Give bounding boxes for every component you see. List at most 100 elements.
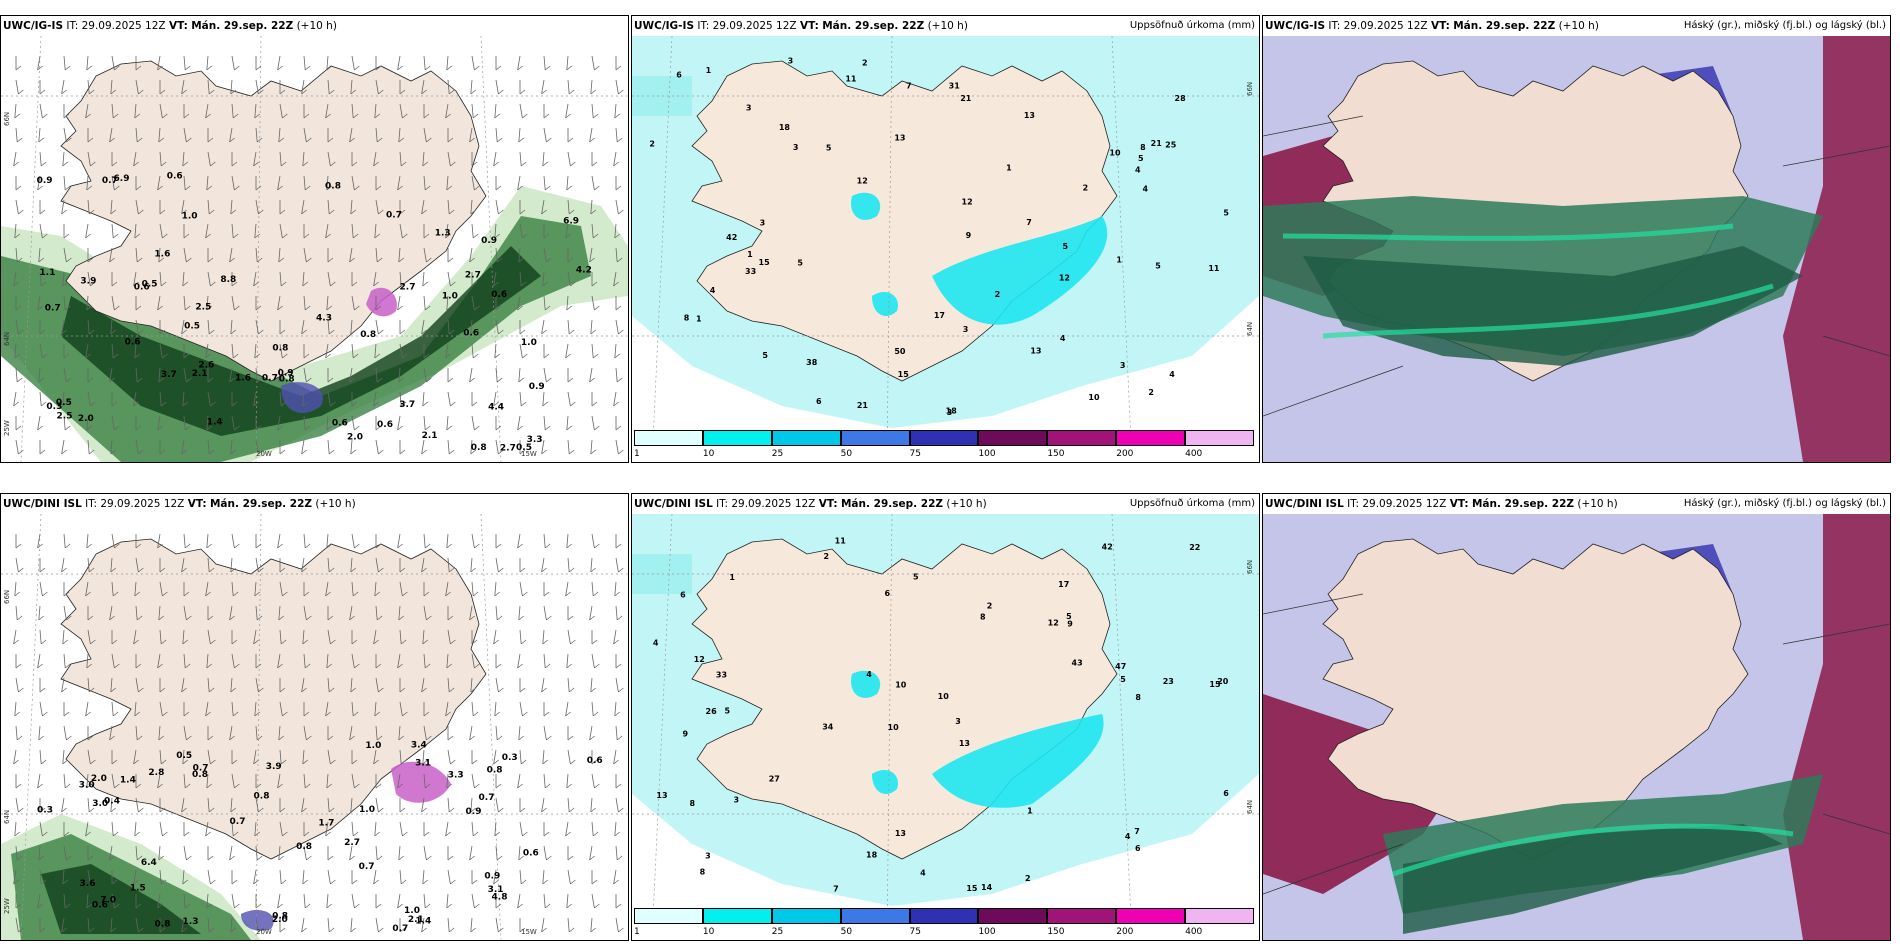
wind-barb [423,247,427,263]
wind-barb [375,319,379,335]
value-label: 4 [1060,334,1066,343]
boundary-line [1263,843,1404,895]
wind-barb-flag [184,903,191,909]
colorbar-swatch [909,430,979,446]
wind-barb [302,749,305,765]
wind-barb-flag [37,185,43,191]
wind-barb [615,725,618,741]
wind-barb-flag [256,377,263,383]
colorbar-tick: 50 [840,927,853,937]
wind-barb-flag [181,329,187,335]
wind-barb [62,869,65,885]
wind-barb [399,821,403,837]
wind-barb-flag [183,591,190,597]
wind-barb-flag [328,807,335,813]
wind-barb-flag [301,209,307,215]
wind-barb-flag [326,903,333,909]
colorbar-tick: 100 [978,927,996,937]
wind-barb [182,629,185,645]
wind-barb-flag [62,759,69,765]
wind-barb-flag [446,425,453,431]
axis-label: 64N [1246,322,1254,336]
wind-barb-flag [258,807,264,813]
wind-barb-flag [498,89,504,95]
wind-barb-flag [15,543,22,549]
wind-barb-flag [570,281,576,287]
wind-barb-flag [496,615,503,621]
wind-barb [350,439,353,455]
wind-barb-flag [258,209,264,215]
wind-barb-flag [591,281,598,287]
wind-barb-flag [565,711,571,717]
value-label: 31 [949,81,961,90]
wind-barb [543,127,547,143]
wind-barb-flag [66,257,72,263]
axis-label: 66N [1246,560,1254,574]
wind-barb [423,367,427,383]
wind-barb [471,701,474,717]
wind-barb-flag [38,855,45,861]
wind-barb-flag [37,783,43,789]
wind-barb [110,79,113,95]
wind-barb [349,725,353,741]
wind-barb [495,797,499,813]
value-label: 1.6 [235,374,251,384]
wind-barb [206,773,209,789]
wind-barb-flag [38,735,45,741]
wind-barb-flag [399,687,406,693]
value-label: 4 [1125,832,1131,841]
wind-barb-flag [254,113,261,119]
mid-cloud-area [1303,246,1803,366]
value-label: 0.6 [167,171,183,181]
panel-subtitle: Háský (gr.), miðský (fj.bl.) og lágský (… [1683,498,1886,509]
wind-barb-flag [493,401,499,407]
colorbar-swatch [1047,430,1117,446]
colorbar-swatch [634,908,703,924]
wind-barb [567,271,571,287]
wind-barb [590,319,593,335]
wind-barb [541,677,545,693]
value-label: 6 [1223,789,1229,798]
wind-barb [207,677,210,693]
wind-barb-flag [234,903,240,909]
wind-barb [327,917,330,933]
wind-barb [86,415,89,431]
wind-barb [279,103,283,119]
value-label: 5 [1223,209,1229,218]
value-label: 2.1 [408,915,424,925]
wind-barb-flag [206,783,213,789]
value-label: 1 [729,573,735,582]
wind-barb [422,271,425,287]
wind-barb-flag [589,137,595,143]
wind-barb-flag [210,759,216,765]
wind-barb [519,701,523,717]
wind-barb [615,677,619,693]
wind-barb [447,629,451,645]
wind-barb-flag [87,257,94,263]
wind-barb [135,367,138,383]
wind-barb-flag [63,113,70,119]
wind-barb-flag [446,65,453,71]
value-label: 0.8 [272,343,288,353]
wind-barb-flag [86,543,93,549]
wind-barb [206,893,209,909]
wind-barb-flag [301,687,307,693]
wind-barb [207,391,211,407]
wind-barb-flag [616,855,623,861]
wind-barb [279,223,283,239]
value-label: 10 [888,723,900,732]
wind-barb-flag [255,305,262,311]
wind-barb [471,343,474,359]
value-label: 2 [995,290,1001,299]
wind-barb-flag [135,305,142,311]
wind-barb-flag [566,903,573,909]
wind-barb-flag [351,879,358,885]
wind-barb-flag [13,281,19,287]
wind-barb-flag [15,305,22,311]
wind-barb [423,415,426,431]
wind-barb-flag [495,543,502,549]
wind-barb [397,653,401,669]
wind-barb-flag [184,65,191,71]
axis-label: 66N [1246,82,1254,96]
wind-barb-flag [15,783,22,789]
